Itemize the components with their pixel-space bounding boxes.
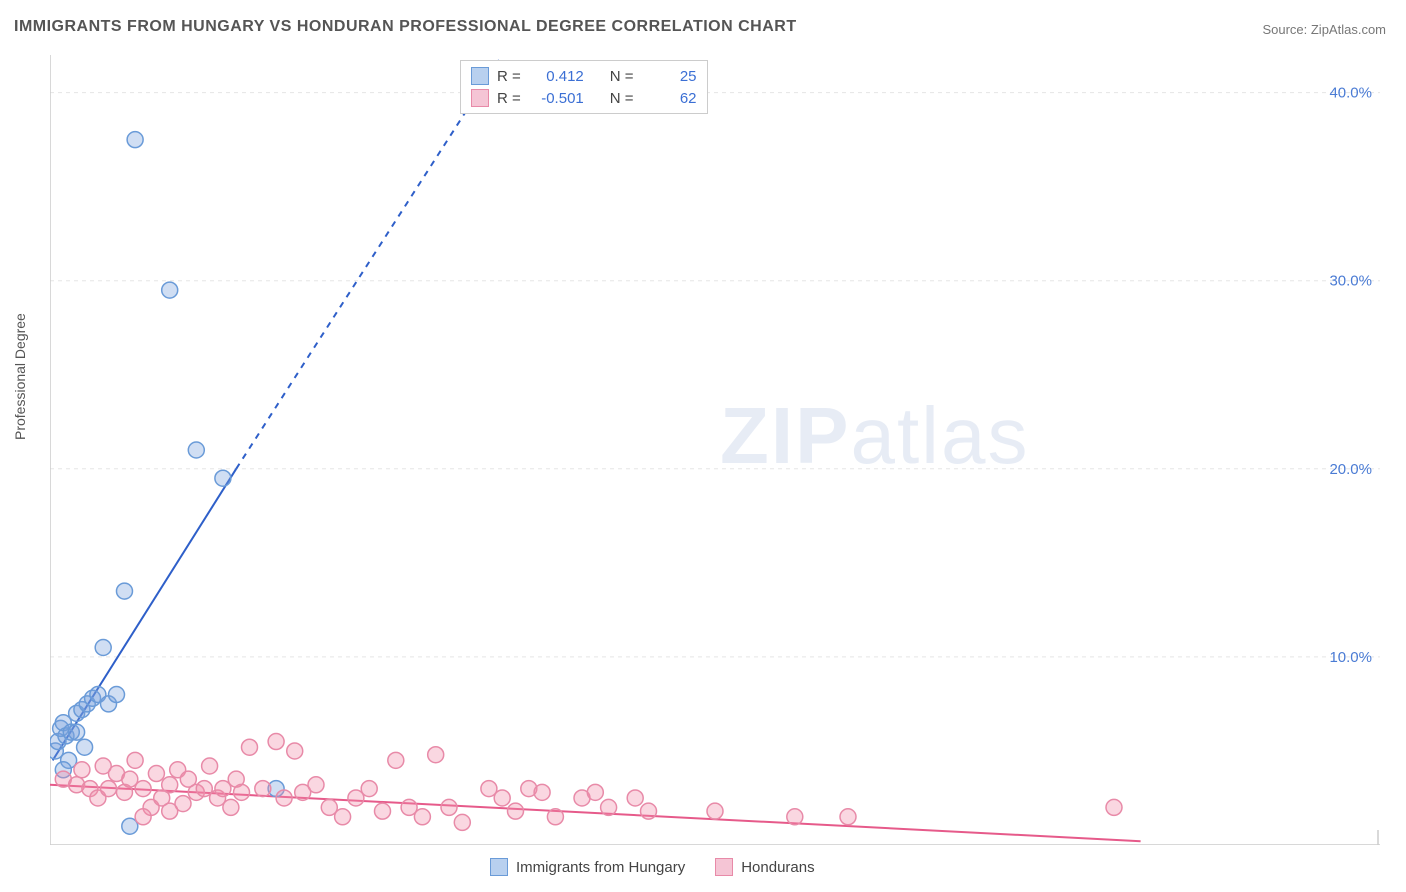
n-label: N =: [610, 68, 634, 85]
r-value-hungary: 0.412: [529, 68, 584, 85]
swatch-hungary: [471, 67, 489, 85]
scatter-chart: 10.0%20.0%30.0%40.0%0.0%50.0%: [50, 55, 1380, 845]
swatch-hondurans-icon: [715, 858, 733, 876]
r-value-hondurans: -0.501: [529, 90, 584, 107]
legend-item-hungary: Immigrants from Hungary: [490, 858, 685, 876]
chart-area: 10.0%20.0%30.0%40.0%0.0%50.0%: [50, 55, 1380, 845]
swatch-hondurans: [471, 89, 489, 107]
n-value-hungary: 25: [642, 68, 697, 85]
legend-row-hondurans: R = -0.501 N = 62: [471, 87, 697, 109]
legend-item-hondurans: Hondurans: [715, 858, 814, 876]
chart-title: IMMIGRANTS FROM HUNGARY VS HONDURAN PROF…: [14, 18, 797, 36]
svg-text:30.0%: 30.0%: [1329, 273, 1372, 290]
r-label: R =: [497, 68, 521, 85]
svg-text:40.0%: 40.0%: [1329, 85, 1372, 102]
series-legend: Immigrants from Hungary Hondurans: [490, 858, 815, 876]
source-label: Source: ZipAtlas.com: [1262, 22, 1386, 37]
legend-label-hondurans: Hondurans: [741, 859, 814, 876]
svg-text:10.0%: 10.0%: [1329, 649, 1372, 666]
svg-text:20.0%: 20.0%: [1329, 461, 1372, 478]
n-label: N =: [610, 90, 634, 107]
n-value-hondurans: 62: [642, 90, 697, 107]
legend-row-hungary: R = 0.412 N = 25: [471, 65, 697, 87]
r-label: R =: [497, 90, 521, 107]
correlation-legend: R = 0.412 N = 25 R = -0.501 N = 62: [460, 60, 708, 114]
legend-label-hungary: Immigrants from Hungary: [516, 859, 685, 876]
y-axis-label: Professional Degree: [12, 313, 28, 440]
swatch-hungary-icon: [490, 858, 508, 876]
